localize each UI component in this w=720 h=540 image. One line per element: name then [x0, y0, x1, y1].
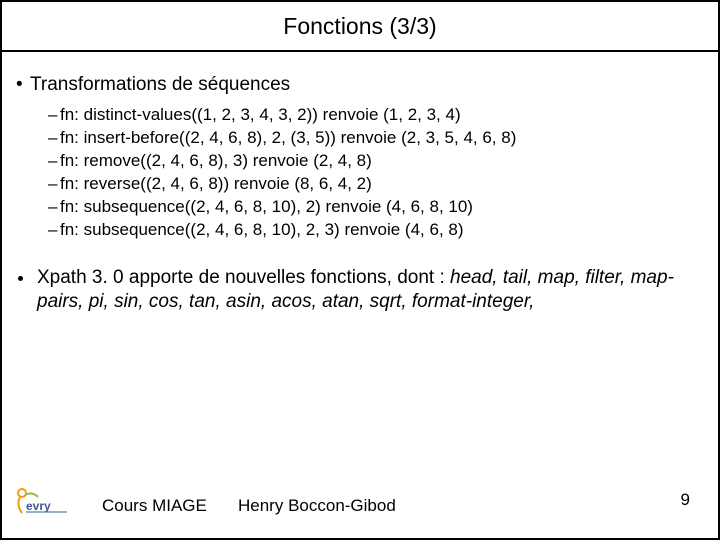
list-item: –fn: insert-before((2, 4, 6, 8), 2, (3, …	[48, 127, 704, 150]
list-item-text: fn: reverse((2, 4, 6, 8)) renvoie (8, 6,…	[60, 174, 372, 193]
svg-text:evry: evry	[26, 499, 51, 513]
dash-icon: –	[48, 196, 60, 219]
dash-icon: –	[48, 127, 60, 150]
dash-icon: –	[48, 104, 60, 127]
xpath-intro-text: Xpath 3. 0 apporte de nouvelles fonction…	[37, 267, 450, 288]
list-item-text: fn: insert-before((2, 4, 6, 8), 2, (3, 5…	[60, 128, 516, 147]
list-item-text: fn: remove((2, 4, 6, 8), 3) renvoie (2, …	[60, 151, 372, 170]
list-item: –fn: subsequence((2, 4, 6, 8, 10), 2) re…	[48, 196, 704, 219]
university-logo: evry	[12, 485, 67, 522]
section-heading: •Transformations de séquences	[16, 74, 704, 96]
slide-title: Fonctions (3/3)	[283, 13, 436, 40]
xpath-note: Xpath 3. 0 apporte de nouvelles fonction…	[16, 266, 704, 315]
content-area: •Transformations de séquences –fn: disti…	[2, 52, 718, 314]
list-item-text: fn: distinct-values((1, 2, 3, 4, 3, 2)) …	[60, 105, 461, 124]
list-item: –fn: remove((2, 4, 6, 8), 3) renvoie (2,…	[48, 150, 704, 173]
page-number: 9	[681, 490, 690, 510]
list-item-text: fn: subsequence((2, 4, 6, 8, 10), 2) ren…	[60, 197, 473, 216]
list-item-text: fn: subsequence((2, 4, 6, 8, 10), 2, 3) …	[60, 220, 464, 239]
bullet-dot: •	[16, 74, 30, 96]
course-label: Cours MIAGE	[102, 496, 207, 516]
dash-icon: –	[48, 150, 60, 173]
section-heading-text: Transformations de séquences	[30, 74, 290, 95]
list-item: –fn: distinct-values((1, 2, 3, 4, 3, 2))…	[48, 104, 704, 127]
title-area: Fonctions (3/3)	[2, 2, 718, 52]
slide: Fonctions (3/3) •Transformations de séqu…	[0, 0, 720, 540]
author-label: Henry Boccon-Gibod	[238, 496, 396, 516]
list-item: –fn: reverse((2, 4, 6, 8)) renvoie (8, 6…	[48, 173, 704, 196]
dash-icon: –	[48, 173, 60, 196]
dash-icon: –	[48, 219, 60, 242]
xpath-note-text: Xpath 3. 0 apporte de nouvelles fonction…	[37, 266, 704, 315]
list-item: –fn: subsequence((2, 4, 6, 8, 10), 2, 3)…	[48, 219, 704, 242]
footer: evry Cours MIAGE Henry Boccon-Gibod 9	[2, 488, 718, 524]
bullet-icon	[18, 276, 23, 281]
